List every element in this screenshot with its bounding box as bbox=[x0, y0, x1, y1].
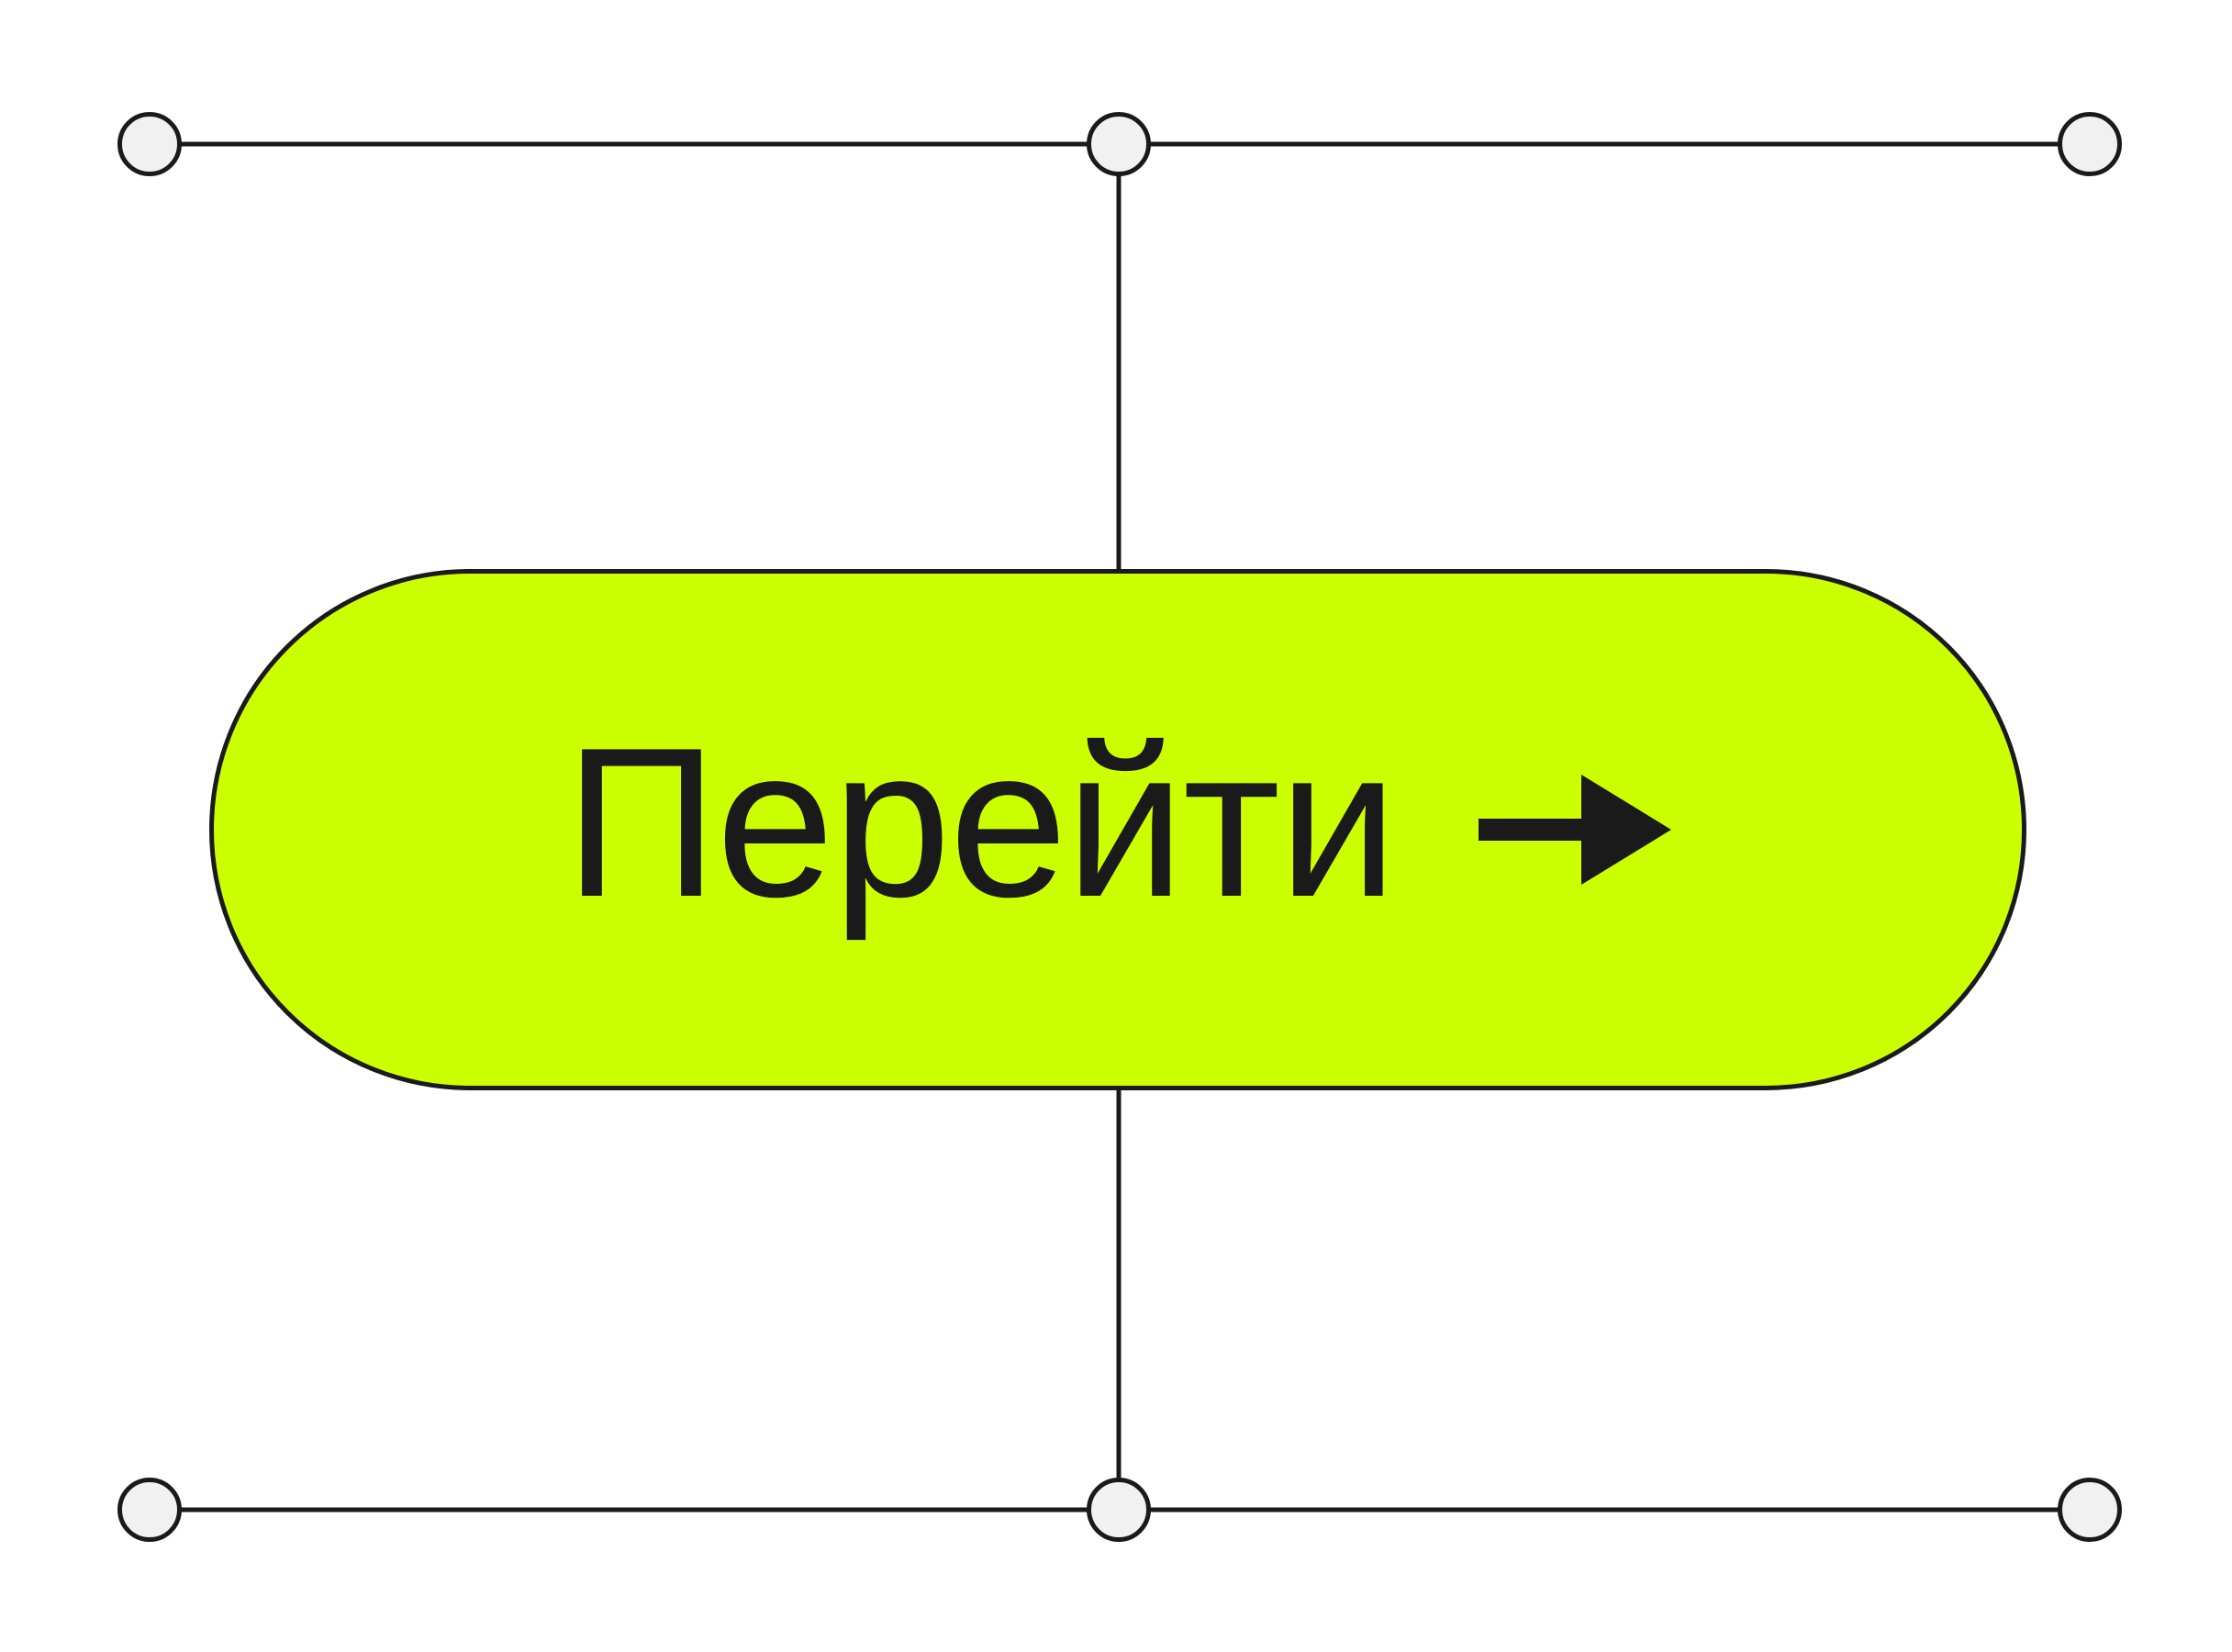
node-bottom-left bbox=[117, 1478, 182, 1542]
go-button-label: Перейти bbox=[564, 704, 1397, 942]
go-button[interactable]: Перейти bbox=[209, 569, 2026, 1090]
node-top-right bbox=[2058, 112, 2122, 176]
node-top-center bbox=[1087, 112, 1151, 176]
node-top-left bbox=[117, 112, 182, 176]
node-bottom-center bbox=[1087, 1478, 1151, 1542]
arrow-right-icon bbox=[1478, 775, 1671, 885]
node-bottom-right bbox=[2058, 1478, 2122, 1542]
